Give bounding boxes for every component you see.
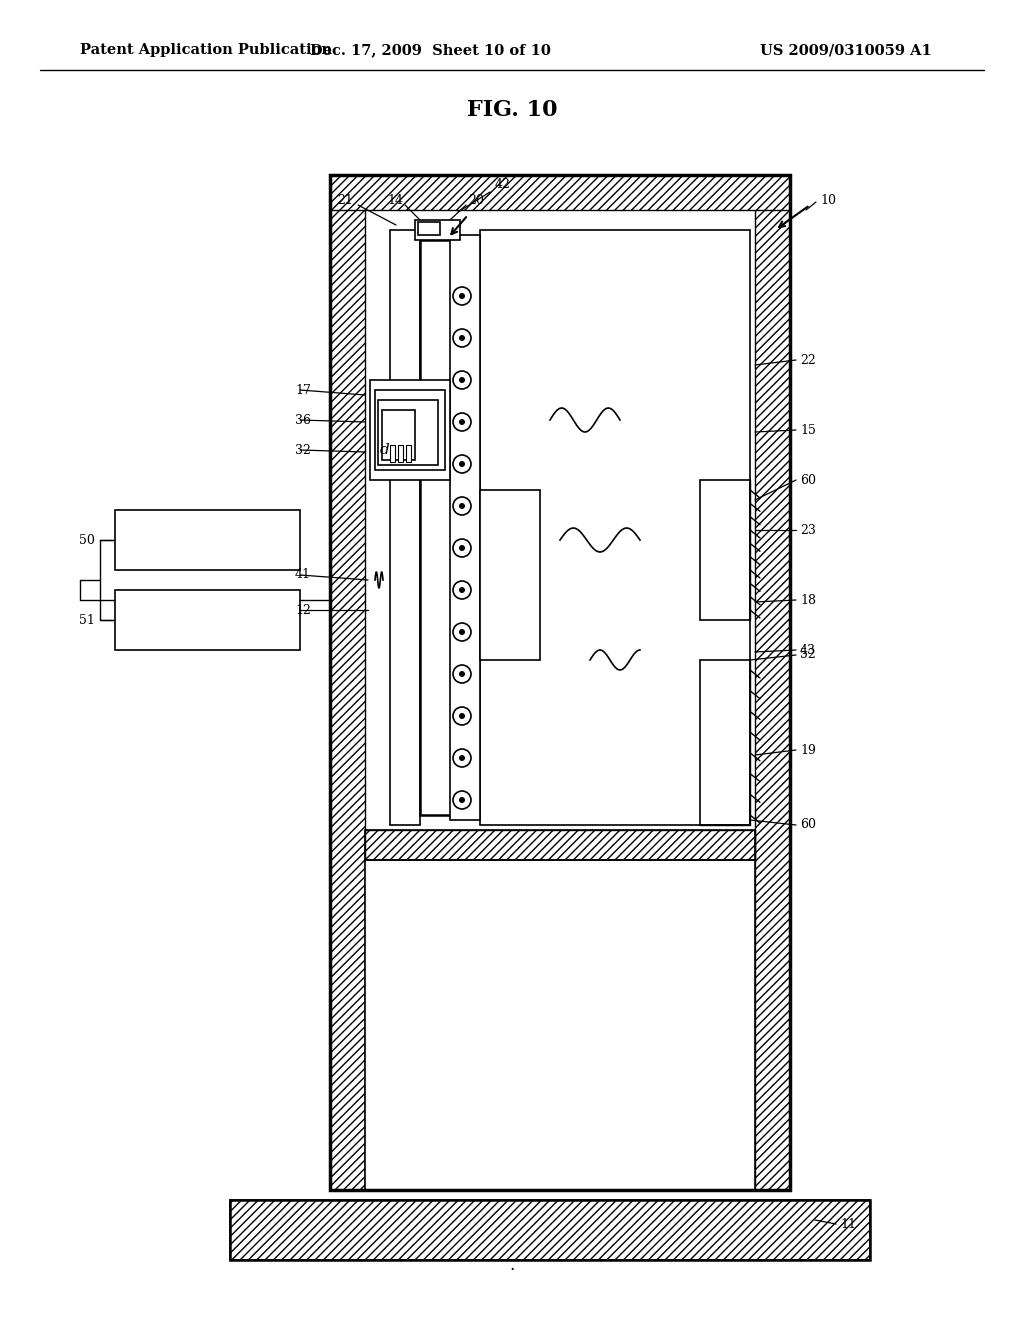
Circle shape xyxy=(459,713,465,719)
Text: 42: 42 xyxy=(495,178,511,191)
Circle shape xyxy=(459,671,465,677)
Bar xyxy=(115,510,300,570)
Text: 60: 60 xyxy=(800,818,816,832)
Bar xyxy=(370,380,450,480)
Bar xyxy=(700,480,750,620)
Circle shape xyxy=(459,545,465,550)
Circle shape xyxy=(459,461,465,467)
Bar xyxy=(365,830,755,861)
Text: FLOW CONTROL
DEVICE: FLOW CONTROL DEVICE xyxy=(161,531,254,549)
Text: 43: 43 xyxy=(800,644,816,656)
Text: 23: 23 xyxy=(800,524,816,536)
Text: 14: 14 xyxy=(387,194,403,206)
Bar xyxy=(700,660,750,825)
Circle shape xyxy=(459,587,465,593)
Text: 18: 18 xyxy=(800,594,816,606)
Text: 52: 52 xyxy=(800,648,816,661)
Bar xyxy=(418,222,440,235)
Bar xyxy=(330,176,365,1191)
Bar xyxy=(382,411,415,459)
Bar xyxy=(330,176,790,210)
Circle shape xyxy=(459,503,465,510)
Circle shape xyxy=(459,630,465,635)
Bar xyxy=(700,660,750,825)
Text: 41: 41 xyxy=(295,569,311,582)
Bar xyxy=(115,590,300,649)
Text: Dec. 17, 2009  Sheet 10 of 10: Dec. 17, 2009 Sheet 10 of 10 xyxy=(309,44,551,57)
Text: 19: 19 xyxy=(800,743,816,756)
Bar xyxy=(365,210,755,1191)
Bar xyxy=(230,1200,870,1261)
Bar xyxy=(450,235,480,820)
Circle shape xyxy=(459,418,465,425)
Text: 20: 20 xyxy=(468,194,484,206)
Text: .: . xyxy=(509,1257,515,1274)
Text: 21: 21 xyxy=(337,194,353,206)
Text: 51: 51 xyxy=(79,614,95,627)
Bar xyxy=(365,830,755,861)
Text: 32: 32 xyxy=(295,444,311,457)
Bar xyxy=(700,480,750,620)
Text: Patent Application Publication: Patent Application Publication xyxy=(80,44,332,57)
Bar xyxy=(480,230,750,825)
Bar xyxy=(378,400,438,465)
Text: 17: 17 xyxy=(295,384,311,396)
Text: 11: 11 xyxy=(840,1217,856,1230)
Circle shape xyxy=(459,293,465,300)
Circle shape xyxy=(459,335,465,341)
Text: d: d xyxy=(380,444,390,457)
Text: 36: 36 xyxy=(295,413,311,426)
Circle shape xyxy=(459,797,465,803)
Text: 60: 60 xyxy=(800,474,816,487)
Bar xyxy=(398,445,403,462)
Bar xyxy=(415,220,460,240)
Text: FIG. 10: FIG. 10 xyxy=(467,99,557,121)
Bar xyxy=(390,445,395,462)
Bar xyxy=(480,490,540,660)
Text: 15: 15 xyxy=(800,424,816,437)
Text: 50: 50 xyxy=(79,533,95,546)
Circle shape xyxy=(459,755,465,762)
Bar xyxy=(390,230,420,825)
Circle shape xyxy=(459,378,465,383)
Bar xyxy=(330,176,790,1191)
Bar xyxy=(420,240,455,814)
Text: 22: 22 xyxy=(800,354,816,367)
Text: FLOW RATE
CONTROLLER: FLOW RATE CONTROLLER xyxy=(168,610,247,630)
Bar xyxy=(755,176,790,1191)
Text: 10: 10 xyxy=(820,194,836,206)
Bar xyxy=(406,445,411,462)
Bar xyxy=(365,861,755,1191)
Bar xyxy=(375,389,445,470)
Text: 12: 12 xyxy=(295,603,311,616)
Bar xyxy=(230,1200,870,1261)
Text: US 2009/0310059 A1: US 2009/0310059 A1 xyxy=(760,44,932,57)
